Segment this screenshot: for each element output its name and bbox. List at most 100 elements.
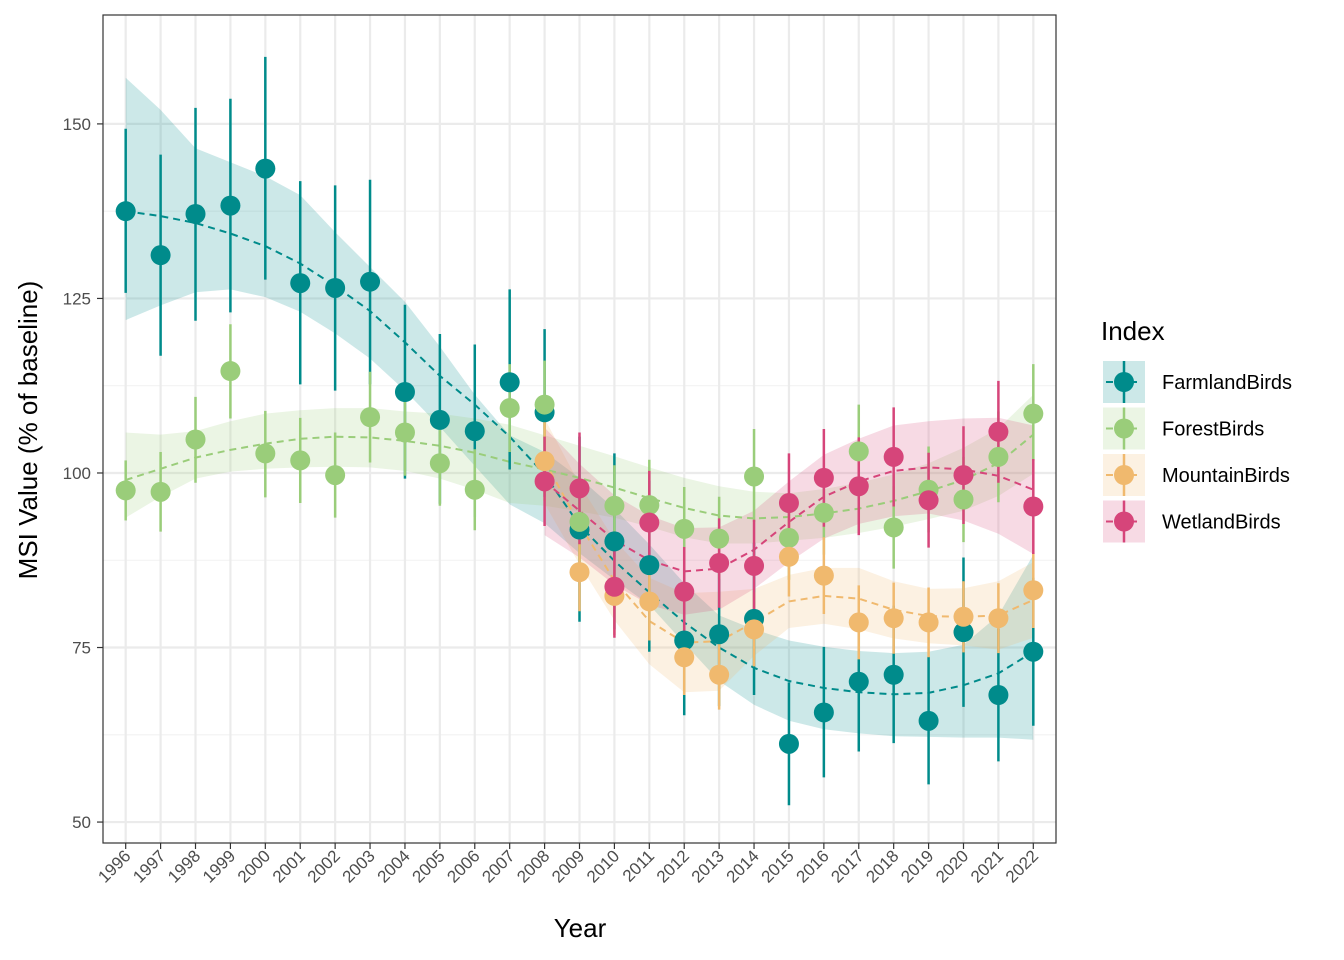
forestbirds-point [499, 398, 520, 419]
forestbirds-point [674, 518, 695, 539]
legend-label: FarmlandBirds [1162, 372, 1292, 394]
legend-item-forestbirds: ForestBirds [1103, 407, 1264, 450]
farmlandbirds-point [813, 702, 834, 723]
forestbirds-point [604, 495, 625, 516]
y-tick-label: 75 [72, 639, 91, 658]
forestbirds-point [848, 441, 869, 462]
forestbirds-point [150, 481, 171, 502]
farmlandbirds-point [185, 203, 206, 224]
forestbirds-point [290, 450, 311, 471]
mountainbirds-point [709, 664, 730, 685]
forestbirds-point [883, 517, 904, 538]
farmlandbirds-point [883, 664, 904, 685]
mountainbirds-point [953, 606, 974, 627]
forestbirds-point [255, 443, 276, 464]
mountainbirds-trend-line [543, 460, 1034, 644]
farmlandbirds-point [360, 271, 381, 292]
farmlandbirds-confidence-band [125, 77, 1034, 740]
farmlandbirds-point [709, 624, 730, 645]
legend-label: WetlandBirds [1162, 512, 1281, 534]
forestbirds-trend-line [125, 433, 1034, 520]
farmlandbirds-point [220, 195, 241, 216]
mountainbirds-point [1023, 580, 1044, 601]
legend-key-point [1114, 418, 1134, 439]
mountainbirds-point [534, 451, 555, 472]
legend-key-point [1114, 372, 1134, 392]
wetlandbirds-point [639, 512, 660, 533]
forestbirds-point [429, 453, 450, 474]
forestbirds-point [185, 429, 206, 450]
wetlandbirds-point [813, 467, 834, 488]
mountainbirds-point [639, 591, 660, 612]
mountainbirds-point [744, 619, 765, 640]
mountainbirds-confidence-band [544, 418, 1034, 693]
forestbirds-point [394, 422, 415, 443]
forestbirds-point [813, 502, 834, 523]
forestbirds-point [464, 479, 485, 500]
farmlandbirds-point [115, 201, 136, 222]
wetlandbirds-point [709, 553, 730, 574]
farmlandbirds-point [255, 158, 276, 179]
legend: Index FarmlandBirds ForestBirds MountainBi… [1101, 316, 1292, 543]
farmlandbirds-point [1023, 641, 1044, 662]
wetlandbirds-point [604, 576, 625, 597]
forestbirds-point [988, 446, 1009, 467]
y-axis-title: MSI Value (% of baseline) [13, 281, 43, 580]
forestbirds-point [744, 466, 765, 487]
farmlandbirds-point [674, 630, 695, 651]
farmlandbirds-point [778, 733, 799, 754]
forestbirds-point [569, 511, 590, 532]
forestbirds-point [709, 528, 730, 549]
farmlandbirds-point [988, 684, 1009, 705]
forestbirds-point [778, 527, 799, 548]
forestbirds-point [325, 465, 346, 486]
forestbirds-point [220, 361, 241, 382]
wetlandbirds-point [778, 493, 799, 514]
legend-title: Index [1101, 316, 1165, 346]
wetlandbirds-point [569, 478, 590, 499]
farmlandbirds-point [604, 531, 625, 552]
mountainbirds-point [778, 546, 799, 567]
wetlandbirds-point [883, 446, 904, 467]
forestbirds-point [953, 489, 974, 510]
mountainbirds-point [918, 612, 939, 633]
forestbirds-point [639, 495, 660, 516]
legend-label: ForestBirds [1162, 419, 1264, 441]
wetlandbirds-point [744, 555, 765, 576]
mountainbirds-point [848, 612, 869, 633]
farmlandbirds-point [499, 372, 520, 393]
forestbirds-point [1023, 403, 1044, 424]
y-tick-label: 125 [63, 289, 91, 308]
y-tick-label: 50 [72, 813, 91, 832]
farmlandbirds-point [848, 671, 869, 692]
wetlandbirds-point [918, 490, 939, 511]
legend-key-point [1114, 465, 1134, 485]
mountainbirds-point [988, 608, 1009, 629]
wetlandbirds-point [848, 476, 869, 497]
y-tick-label: 150 [63, 115, 91, 134]
farmlandbirds-point [639, 555, 660, 576]
farmlandbirds-point [953, 622, 974, 643]
farmlandbirds-point [429, 409, 450, 430]
legend-item-farmlandbirds: FarmlandBirds [1103, 361, 1292, 403]
legend-label: MountainBirds [1162, 465, 1290, 487]
wetlandbirds-point [953, 465, 974, 486]
wetlandbirds-point [534, 471, 555, 492]
x-axis-title: Year [554, 913, 607, 943]
data-points [115, 158, 1044, 754]
legend-item-wetlandbirds: WetlandBirds [1103, 500, 1281, 543]
y-tick-label: 100 [63, 464, 91, 483]
wetlandbirds-point [674, 581, 695, 602]
forestbirds-point [115, 480, 136, 501]
forestbirds-point [534, 394, 555, 415]
forestbirds-point [360, 407, 381, 428]
farmlandbirds-point [325, 277, 346, 298]
mountainbirds-point [813, 565, 834, 586]
legend-key-point [1114, 511, 1134, 532]
wetlandbirds-point [988, 421, 1009, 442]
mountainbirds-point [674, 647, 695, 668]
mountainbirds-point [883, 608, 904, 629]
farmlandbirds-point [464, 421, 485, 442]
